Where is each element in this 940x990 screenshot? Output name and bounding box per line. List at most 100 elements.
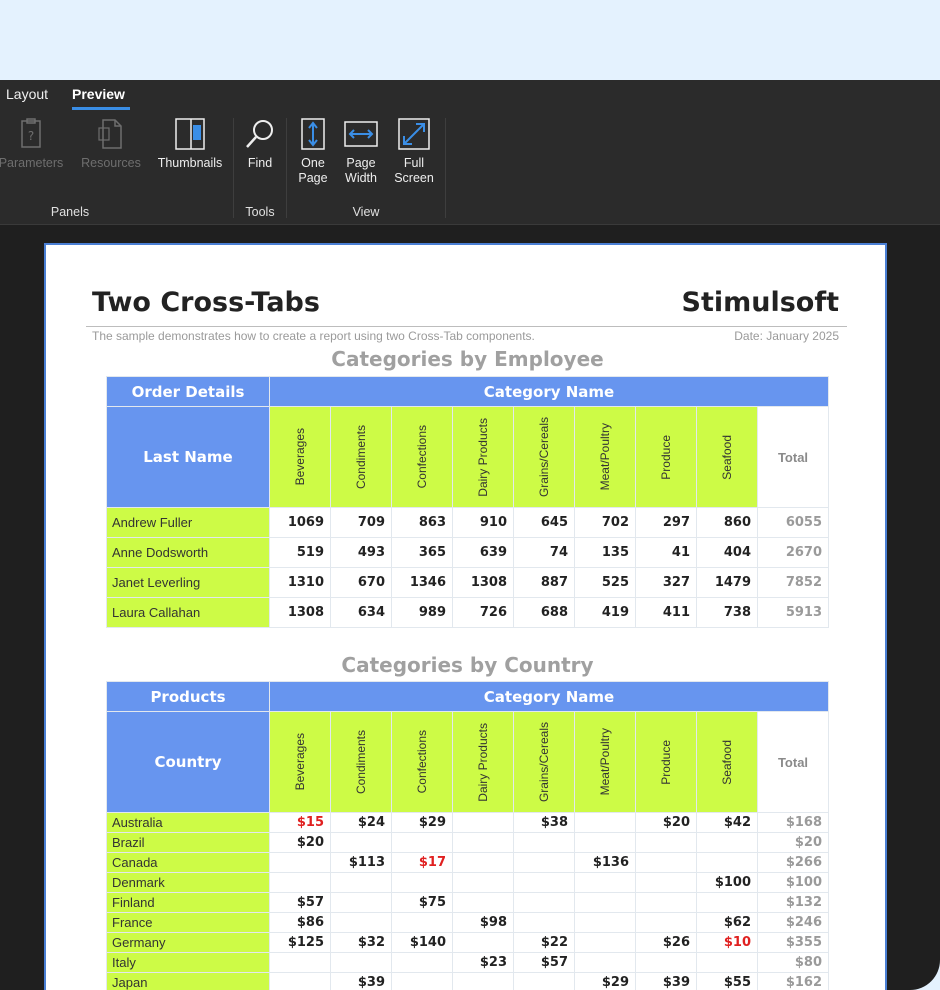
report-page: Two Cross-Tabs Stimulsoft The sample dem… bbox=[44, 243, 887, 990]
report-brand: Stimulsoft bbox=[681, 287, 840, 318]
top-background bbox=[0, 0, 940, 80]
value-cell: $62 bbox=[696, 912, 758, 933]
crosstab-employee: Order Details Category Name Last Name Be… bbox=[106, 376, 829, 628]
document-icon bbox=[98, 119, 122, 149]
crosstab-country: Products Category Name Country Beverages… bbox=[106, 681, 829, 990]
full-screen-icon bbox=[398, 118, 430, 150]
page-width-button[interactable]: Page Width bbox=[340, 116, 382, 186]
thumbnails-button[interactable]: Thumbnails bbox=[154, 116, 226, 171]
category-name-header: Category Name bbox=[269, 376, 829, 407]
value-cell: 910 bbox=[452, 507, 514, 538]
value-cell: $15 bbox=[269, 812, 331, 833]
value-cell: $86 bbox=[269, 912, 331, 933]
total-cell: 2670 bbox=[757, 537, 829, 568]
value-cell bbox=[635, 852, 697, 873]
category-header: Grains/Cereals bbox=[513, 406, 575, 508]
value-cell bbox=[574, 872, 636, 893]
table-row: France $86 $98 $62 $246 bbox=[106, 912, 829, 933]
value-cell: $20 bbox=[269, 832, 331, 853]
value-cell bbox=[635, 892, 697, 913]
value-cell: $57 bbox=[513, 952, 575, 973]
category-header-label: Produce bbox=[659, 739, 673, 785]
value-cell bbox=[696, 852, 758, 873]
find-button[interactable]: Find bbox=[240, 116, 280, 171]
value-cell bbox=[513, 912, 575, 933]
thumbnails-icon bbox=[175, 118, 205, 150]
report-description: The sample demonstrates how to create a … bbox=[92, 329, 535, 343]
value-cell: 688 bbox=[513, 597, 575, 628]
page-width-label-1: Page bbox=[346, 156, 376, 170]
group-label-view: View bbox=[352, 205, 380, 219]
value-cell bbox=[330, 832, 392, 853]
value-cell: 1308 bbox=[452, 567, 514, 598]
value-cell: 989 bbox=[391, 597, 453, 628]
value-cell: $39 bbox=[330, 972, 392, 990]
value-cell: 519 bbox=[269, 537, 331, 568]
tab-layout[interactable]: Layout bbox=[6, 86, 49, 102]
value-cell: $26 bbox=[635, 932, 697, 953]
one-page-button[interactable]: One Page bbox=[292, 116, 334, 186]
group-separator bbox=[233, 118, 234, 218]
category-header: Produce bbox=[635, 711, 697, 813]
row-label: Brazil bbox=[106, 832, 270, 853]
value-cell bbox=[696, 952, 758, 973]
value-cell bbox=[452, 852, 514, 873]
table-row: Japan $39 $29 $39 $55 $162 bbox=[106, 972, 829, 990]
table-row: Andrew Fuller 1069 709 863 910 645 702 297 860 60… bbox=[106, 507, 829, 538]
row-label: Anne Dodsworth bbox=[106, 537, 270, 568]
header-divider bbox=[86, 326, 847, 327]
value-cell bbox=[330, 912, 392, 933]
page-width-icon bbox=[344, 121, 378, 147]
value-cell: $39 bbox=[635, 972, 697, 990]
value-cell bbox=[452, 932, 514, 953]
value-cell: $29 bbox=[574, 972, 636, 990]
page-width-label-2: Width bbox=[345, 171, 377, 185]
table-row: Italy $23 $57 $80 bbox=[106, 952, 829, 973]
viewer-app: Layout Preview ? Parameters bbox=[0, 80, 940, 990]
value-cell: 419 bbox=[574, 597, 636, 628]
table-row: Laura Callahan 1308 634 989 726 688 419 411 738 5… bbox=[106, 597, 829, 628]
table-row: Canada $113 $17 $136 $266 bbox=[106, 852, 829, 873]
value-cell bbox=[574, 832, 636, 853]
full-screen-button[interactable]: Full Screen bbox=[392, 116, 436, 186]
value-cell bbox=[574, 932, 636, 953]
value-cell: $55 bbox=[696, 972, 758, 990]
parameters-button[interactable]: ? Parameters bbox=[0, 116, 66, 171]
category-header: Confections bbox=[391, 711, 453, 813]
value-cell bbox=[696, 892, 758, 913]
value-cell bbox=[513, 872, 575, 893]
ribbon: Layout Preview ? Parameters bbox=[0, 80, 940, 225]
tab-preview[interactable]: Preview bbox=[72, 86, 125, 102]
row-label: Italy bbox=[106, 952, 270, 973]
resources-label: Resources bbox=[81, 156, 141, 170]
category-header-label: Beverages bbox=[293, 733, 307, 791]
row-label: Canada bbox=[106, 852, 270, 873]
value-cell: $20 bbox=[635, 812, 697, 833]
ribbon-tabs: Layout Preview bbox=[0, 80, 940, 110]
table-row: Brazil $20 $20 bbox=[106, 832, 829, 853]
total-cell: $168 bbox=[757, 812, 829, 833]
total-cell: 7852 bbox=[757, 567, 829, 598]
full-screen-label-2: Screen bbox=[394, 171, 434, 185]
table-row: Anne Dodsworth 519 493 365 639 74 135 41 404 2670 bbox=[106, 537, 829, 568]
thumbnails-label: Thumbnails bbox=[157, 156, 223, 170]
value-cell bbox=[574, 892, 636, 913]
total-cell: $100 bbox=[757, 872, 829, 893]
resources-button[interactable]: Resources bbox=[78, 116, 144, 171]
value-cell: 670 bbox=[330, 567, 392, 598]
category-header-label: Confections bbox=[415, 425, 429, 489]
one-page-icon bbox=[301, 118, 325, 150]
value-cell bbox=[574, 912, 636, 933]
section-title-country: Categories by Country bbox=[341, 653, 594, 677]
value-cell: $98 bbox=[452, 912, 514, 933]
group-label-panels: Panels bbox=[50, 205, 90, 219]
group-separator bbox=[445, 118, 446, 218]
total-cell: 5913 bbox=[757, 597, 829, 628]
value-cell bbox=[391, 832, 453, 853]
value-cell bbox=[330, 952, 392, 973]
value-cell: 1310 bbox=[269, 567, 331, 598]
category-header: Condiments bbox=[330, 406, 392, 508]
value-cell: $24 bbox=[330, 812, 392, 833]
one-page-label-1: One bbox=[301, 156, 325, 170]
